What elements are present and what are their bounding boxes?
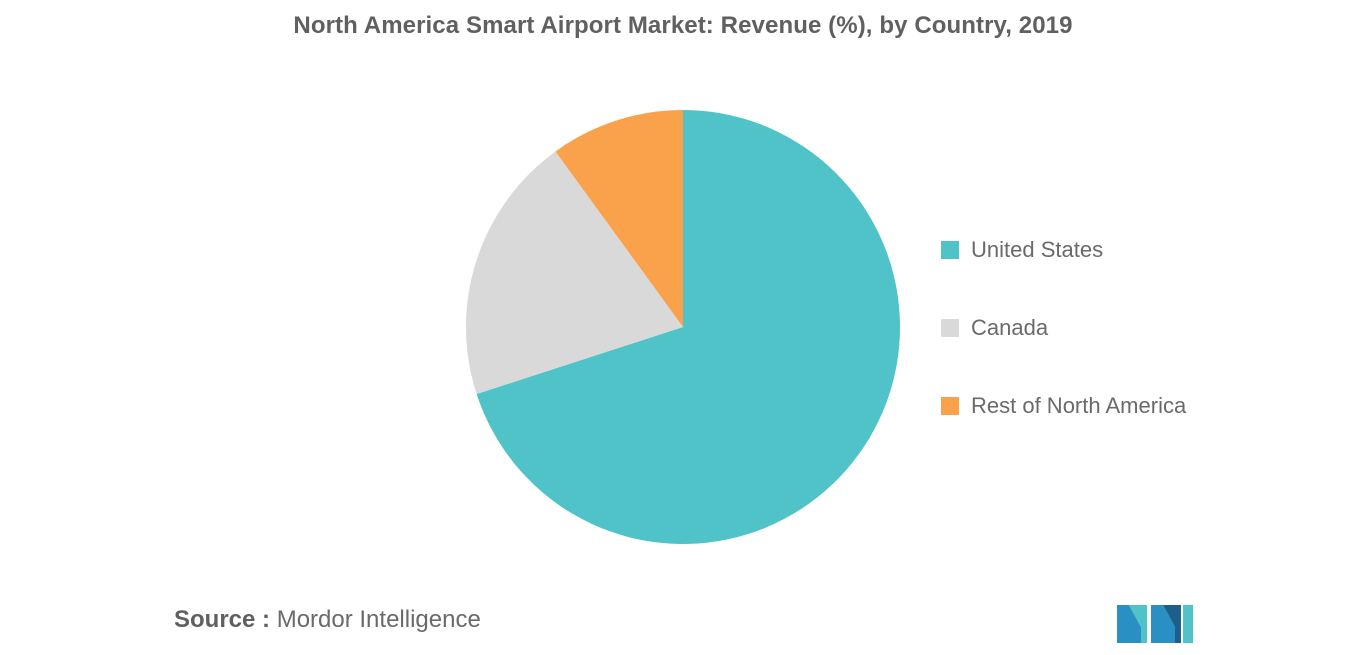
legend-label-united-states: United States — [971, 237, 1104, 262]
source-text: Mordor Intelligence — [276, 606, 481, 633]
chart-title: North America Smart Airport Market: Reve… — [293, 12, 1073, 39]
pie-slice-rest-of-north-america — [555, 110, 683, 327]
mordor-intelligence-logo-icon — [1117, 605, 1193, 643]
logo-shape-mid-right — [1151, 605, 1175, 643]
logo-shape-left — [1117, 605, 1141, 643]
legend-swatch-canada — [941, 319, 959, 337]
legend-swatch-united-states — [941, 241, 959, 259]
legend-swatch-rest-of-north-america — [941, 397, 959, 415]
pie-slice-canada — [465, 151, 683, 395]
source-note: Source : Mordor Intelligence — [174, 606, 481, 634]
source-label: Source : — [174, 606, 271, 633]
legend-label-rest-of-north-america: Rest of North America — [971, 393, 1187, 418]
pie-slice-united-states — [476, 110, 900, 544]
chart-legend: United States Canada Rest of North Ameri… — [941, 232, 1186, 466]
logo-shape-mid-left — [1129, 605, 1147, 643]
logo-shape-right — [1163, 605, 1181, 643]
legend-item-united-states: United States — [941, 232, 1186, 268]
logo-shape-edge — [1183, 605, 1193, 643]
legend-item-rest-of-north-america: Rest of North America — [941, 388, 1186, 424]
legend-label-canada: Canada — [971, 315, 1049, 340]
legend-item-canada: Canada — [941, 310, 1186, 346]
